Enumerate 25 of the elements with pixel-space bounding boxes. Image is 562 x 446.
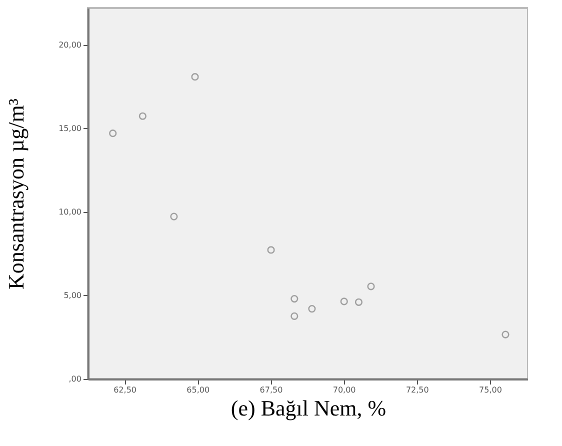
point [170,212,178,220]
y-tick-label: ,00 [68,374,82,384]
x-tick-label: 65,00 [186,386,210,394]
point [354,298,363,306]
y-tick-label: 10,00 [58,207,82,216]
point [138,112,146,120]
point [109,130,117,138]
x-tick-label: 72,50 [406,386,429,394]
x-tick-label: 62,50 [114,386,136,394]
x-axis-title: (e) Bağıl Nem, % [230,396,386,420]
x-tick-label: 75,00 [479,386,502,394]
y-tick-label: 15,00 [58,124,82,133]
point [290,312,298,320]
point [191,73,199,81]
point [367,282,375,290]
point [267,246,275,254]
point [308,305,316,313]
y-tick-label: 5,00 [64,290,82,300]
point [340,298,348,306]
y-axis-title: Konsantrasyon µg/m³ [4,98,29,290]
x-tick-label: 67,50 [260,386,283,394]
y-tick-label: 20,00 [58,40,82,50]
point [502,330,510,338]
point [290,294,298,303]
x-tick-label: 70,00 [332,386,356,394]
